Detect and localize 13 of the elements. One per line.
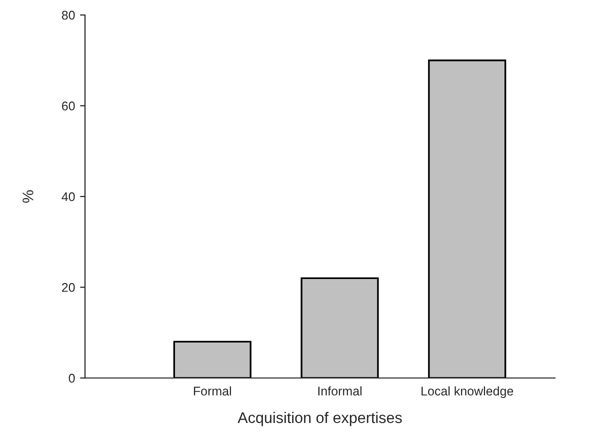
bar (173, 340, 252, 378)
y-tick-label: 0 (68, 374, 75, 383)
x-axis-title: Acquisition of expertises (238, 412, 402, 426)
y-axis-title: % (22, 190, 34, 203)
x-tick-label: Informal (318, 386, 362, 396)
y-tick-label: 40 (62, 192, 75, 202)
x-tick-label: Local knowledge (422, 386, 514, 398)
y-tick-label: 20 (62, 283, 75, 292)
x-tick-label: Formal (194, 386, 231, 396)
y-tick-label: 80 (62, 10, 75, 20)
bar (300, 277, 379, 378)
bar (428, 60, 506, 378)
y-tick-label: 60 (62, 102, 75, 110)
